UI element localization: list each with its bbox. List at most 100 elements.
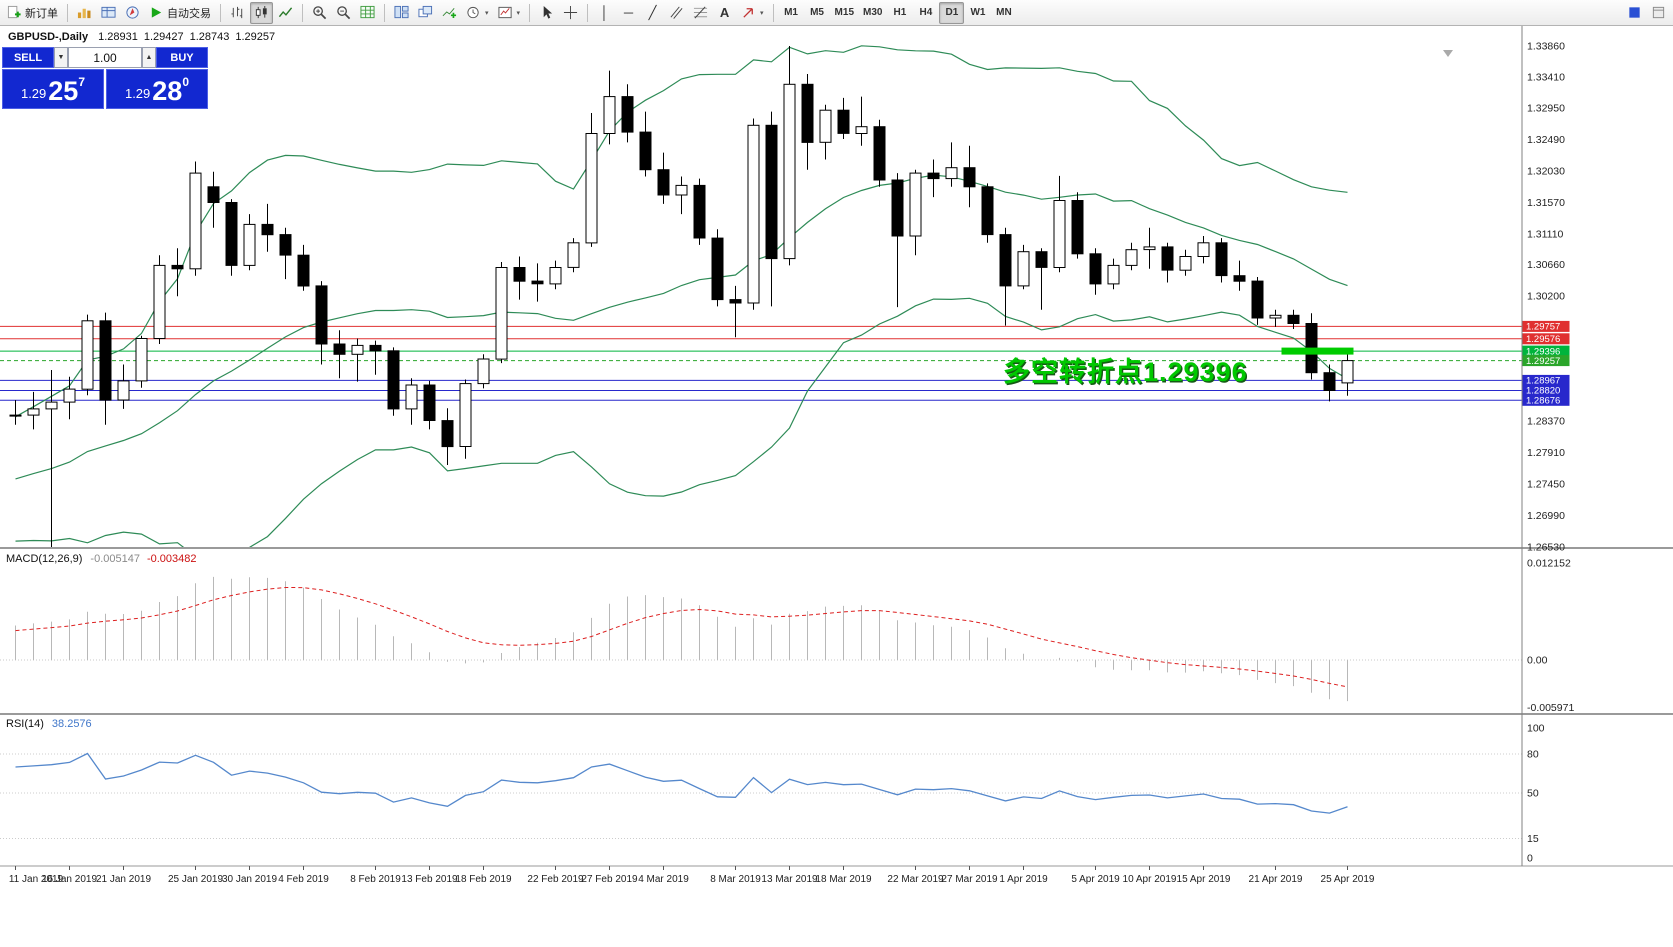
horizontal-line-tool-button[interactable]: ─ [617, 2, 640, 24]
autotrading-button[interactable]: 自动交易 [145, 2, 215, 24]
crosshair-button[interactable] [559, 2, 582, 24]
candle [585, 133, 598, 244]
grid-button[interactable] [356, 2, 379, 24]
zoom-in-icon [312, 5, 327, 20]
arrows-tool-button[interactable]: ▾ [737, 2, 768, 24]
zoom-out-icon [336, 5, 351, 20]
candle [1251, 280, 1264, 319]
candlestick-chart-icon [254, 5, 269, 20]
timeframe-m30-button[interactable]: M30 [863, 7, 883, 18]
rsi-value: 38.2576 [51, 718, 92, 730]
candle [855, 126, 868, 134]
candle [1125, 249, 1138, 266]
volume-input[interactable]: 1.00 [68, 47, 142, 68]
svg-text:15 Apr 2019: 15 Apr 2019 [1177, 874, 1231, 885]
cascade-windows-button[interactable] [414, 2, 437, 24]
trendline-tool-button[interactable]: ╱ [641, 2, 664, 24]
candle [297, 254, 310, 287]
svg-text:1.26530: 1.26530 [1527, 542, 1565, 554]
tile-windows-icon [394, 5, 409, 20]
candle [9, 414, 22, 417]
templates-dropdown-button[interactable]: ▾ [494, 2, 525, 24]
zoom-out-button[interactable] [332, 2, 355, 24]
timeframe-mn-button[interactable]: MN [996, 7, 1012, 18]
timeframe-h1-button[interactable]: H1 [893, 7, 907, 18]
charts-button[interactable] [73, 2, 96, 24]
svg-text:22 Feb 2019: 22 Feb 2019 [527, 874, 584, 885]
timeframe-m1-button[interactable]: M1 [784, 7, 798, 18]
price-axis[interactable]: 1.33860 1.33410 1.32950 1.32490 1.32030 1.315… [1521, 26, 1574, 866]
separator [67, 3, 68, 22]
line-chart-button[interactable] [274, 2, 297, 24]
rsi-indicator-label: RSI(14) 38.2576 [6, 718, 92, 730]
candle [1287, 314, 1300, 324]
autotrading-label: 自动交易 [167, 7, 211, 20]
zoom-in-button[interactable] [308, 2, 331, 24]
bar-chart-icon [230, 5, 245, 20]
price-chart[interactable]: 1.33860 1.33410 1.32950 1.32490 1.32030 1.315… [0, 26, 1673, 947]
timeframe-d1-button[interactable]: D1 [939, 1, 965, 24]
indicators-button[interactable] [438, 2, 461, 24]
svg-text:25 Apr 2019: 25 Apr 2019 [1321, 874, 1375, 885]
svg-text:1.29257: 1.29257 [1526, 356, 1560, 367]
sell-price-button[interactable]: 1.29 25 7 [2, 69, 104, 109]
svg-text:1.29757: 1.29757 [1526, 322, 1560, 333]
candle [477, 358, 490, 385]
timeframe-w1-button[interactable]: W1 [970, 7, 986, 18]
macd-indicator-label: MACD(12,26,9) -0.005147 -0.003482 [6, 553, 197, 565]
candle [531, 280, 544, 285]
text-tool-button[interactable]: A [713, 2, 736, 24]
svg-text:100: 100 [1527, 723, 1545, 735]
new-order-button[interactable]: 新订单 [3, 2, 62, 24]
chart-shift-marker[interactable] [1443, 50, 1453, 57]
candle [405, 384, 418, 410]
sell-button[interactable]: SELL [2, 47, 54, 68]
bar-chart-button[interactable] [226, 2, 249, 24]
separator [384, 3, 385, 22]
svg-text:1.27910: 1.27910 [1527, 447, 1565, 459]
buy-price-button[interactable]: 1.29 28 0 [106, 69, 208, 109]
panel-dividers[interactable] [0, 547, 1673, 867]
svg-text:22 Mar 2019: 22 Mar 2019 [887, 874, 944, 885]
candle [567, 242, 580, 268]
navigator-button[interactable] [121, 2, 144, 24]
svg-text:13 Feb 2019: 13 Feb 2019 [401, 874, 458, 885]
candle [621, 96, 634, 133]
line-chart-icon [278, 5, 293, 20]
macd-group [0, 576, 1522, 702]
candle [261, 223, 274, 236]
vertical-line-icon: │ [600, 5, 609, 20]
candle [243, 223, 256, 266]
new-order-label: 新订单 [25, 7, 58, 20]
buy-price-big: 28 [152, 76, 183, 107]
candle [333, 343, 346, 355]
cursor-button[interactable] [535, 2, 558, 24]
high-value: 1.29427 [143, 31, 184, 43]
channel-tool-button[interactable] [665, 2, 688, 24]
timeframe-m5-button[interactable]: M5 [810, 7, 824, 18]
buy-button[interactable]: BUY [156, 47, 208, 68]
tile-windows-button[interactable] [390, 2, 413, 24]
candlestick-chart-button[interactable] [250, 1, 273, 24]
timeframe-m15-button[interactable]: M15 [834, 7, 854, 18]
volume-up-button[interactable]: ▲ [142, 47, 156, 68]
vertical-line-tool-button[interactable]: │ [593, 2, 616, 24]
toolbar-extra-button-2[interactable] [1647, 2, 1670, 24]
chevron-down-icon: ▾ [760, 9, 764, 17]
market-watch-button[interactable] [97, 2, 120, 24]
highlight-segment[interactable] [1281, 347, 1354, 355]
toolbar-extra-button-1[interactable] [1623, 2, 1646, 24]
candle [189, 172, 202, 270]
price-tag [1522, 355, 1570, 367]
periods-dropdown-button[interactable]: ▾ [462, 2, 493, 24]
turning-point-annotation[interactable]: 多空转折点1.29396 [1003, 357, 1248, 387]
svg-text:21 Apr 2019: 21 Apr 2019 [1249, 874, 1303, 885]
fibonacci-tool-button[interactable] [689, 2, 712, 24]
svg-text:1.33410: 1.33410 [1527, 71, 1565, 83]
horizontal-lines[interactable] [0, 325, 1522, 401]
volume-down-button[interactable]: ▼ [54, 47, 68, 68]
candle [1269, 314, 1282, 319]
candle [1089, 253, 1102, 285]
timeframe-h4-button[interactable]: H4 [919, 7, 933, 18]
